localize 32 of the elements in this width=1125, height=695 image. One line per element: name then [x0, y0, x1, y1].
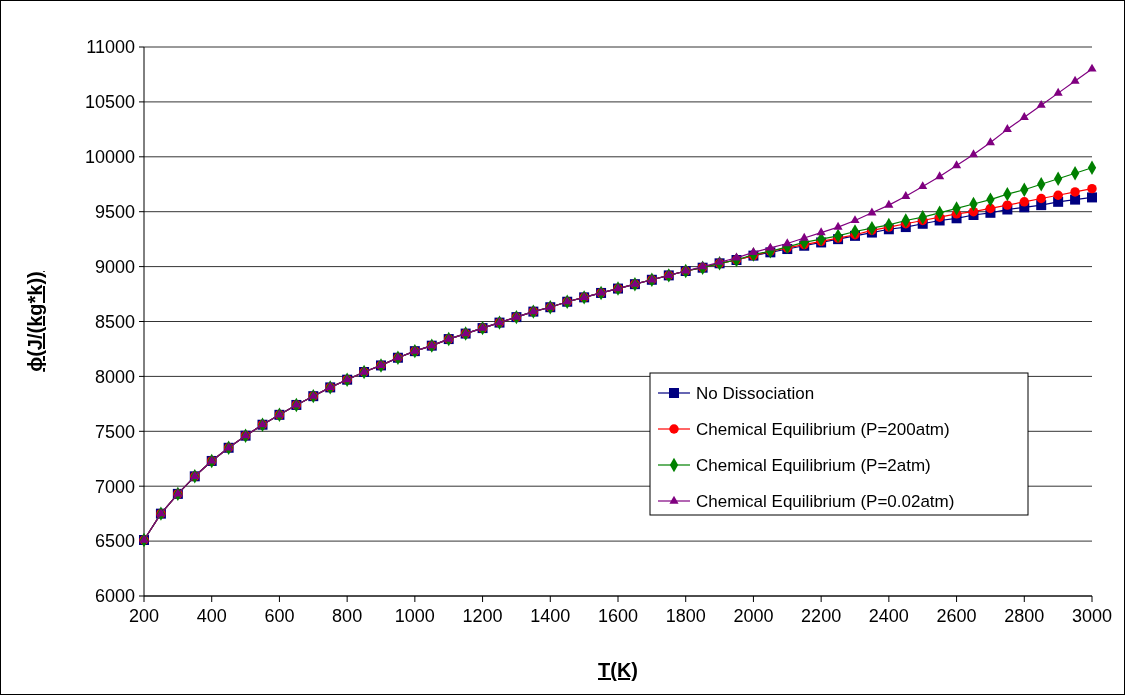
- y-axis-title: ϕ(J/(kg*k)): [24, 271, 46, 372]
- x-tick-label: 2600: [936, 606, 977, 626]
- x-tick-label: 400: [196, 606, 227, 626]
- y-tick-label: 9500: [94, 202, 135, 222]
- legend-label: Chemical Equilibrium (P=2atm): [696, 455, 931, 475]
- x-tick-label: 1800: [665, 606, 706, 626]
- x-tick-label: 2800: [1004, 606, 1045, 626]
- y-tick-label: 7500: [94, 421, 135, 442]
- x-tick-label: 1400: [530, 606, 571, 626]
- y-tick-label: 6500: [94, 531, 135, 552]
- x-axis-title: T(K): [598, 659, 638, 681]
- legend-label: Chemical Equilibrium (P=0.02atm): [696, 491, 955, 511]
- x-tick-label: 2200: [801, 606, 842, 626]
- legend-label: Chemical Equilibrium (P=200atm): [696, 419, 950, 439]
- x-tick-label: 1600: [597, 606, 639, 626]
- x-tick-label: 800: [332, 606, 363, 626]
- x-tick-label: 2000: [733, 606, 774, 626]
- y-tick-label: 9000: [94, 256, 135, 277]
- y-tick-label: 7000: [94, 476, 135, 497]
- x-tick-label: 600: [264, 606, 295, 626]
- x-tick-label: 1200: [462, 606, 503, 626]
- y-tick-label: 8000: [94, 366, 135, 387]
- y-tick-label: 10000: [84, 147, 135, 168]
- x-tick-label: 3000: [1071, 606, 1113, 626]
- legend-label: No Dissociation: [696, 383, 815, 403]
- y-tick-label: 6000: [94, 586, 135, 607]
- x-tick-label: 200: [128, 606, 160, 626]
- x-tick-label: 2400: [868, 606, 909, 626]
- y-tick-label: 8500: [94, 311, 135, 332]
- y-tick-label: 10500: [84, 92, 135, 113]
- x-tick-label: 1000: [394, 606, 435, 626]
- y-tick-label: 11000: [86, 37, 135, 58]
